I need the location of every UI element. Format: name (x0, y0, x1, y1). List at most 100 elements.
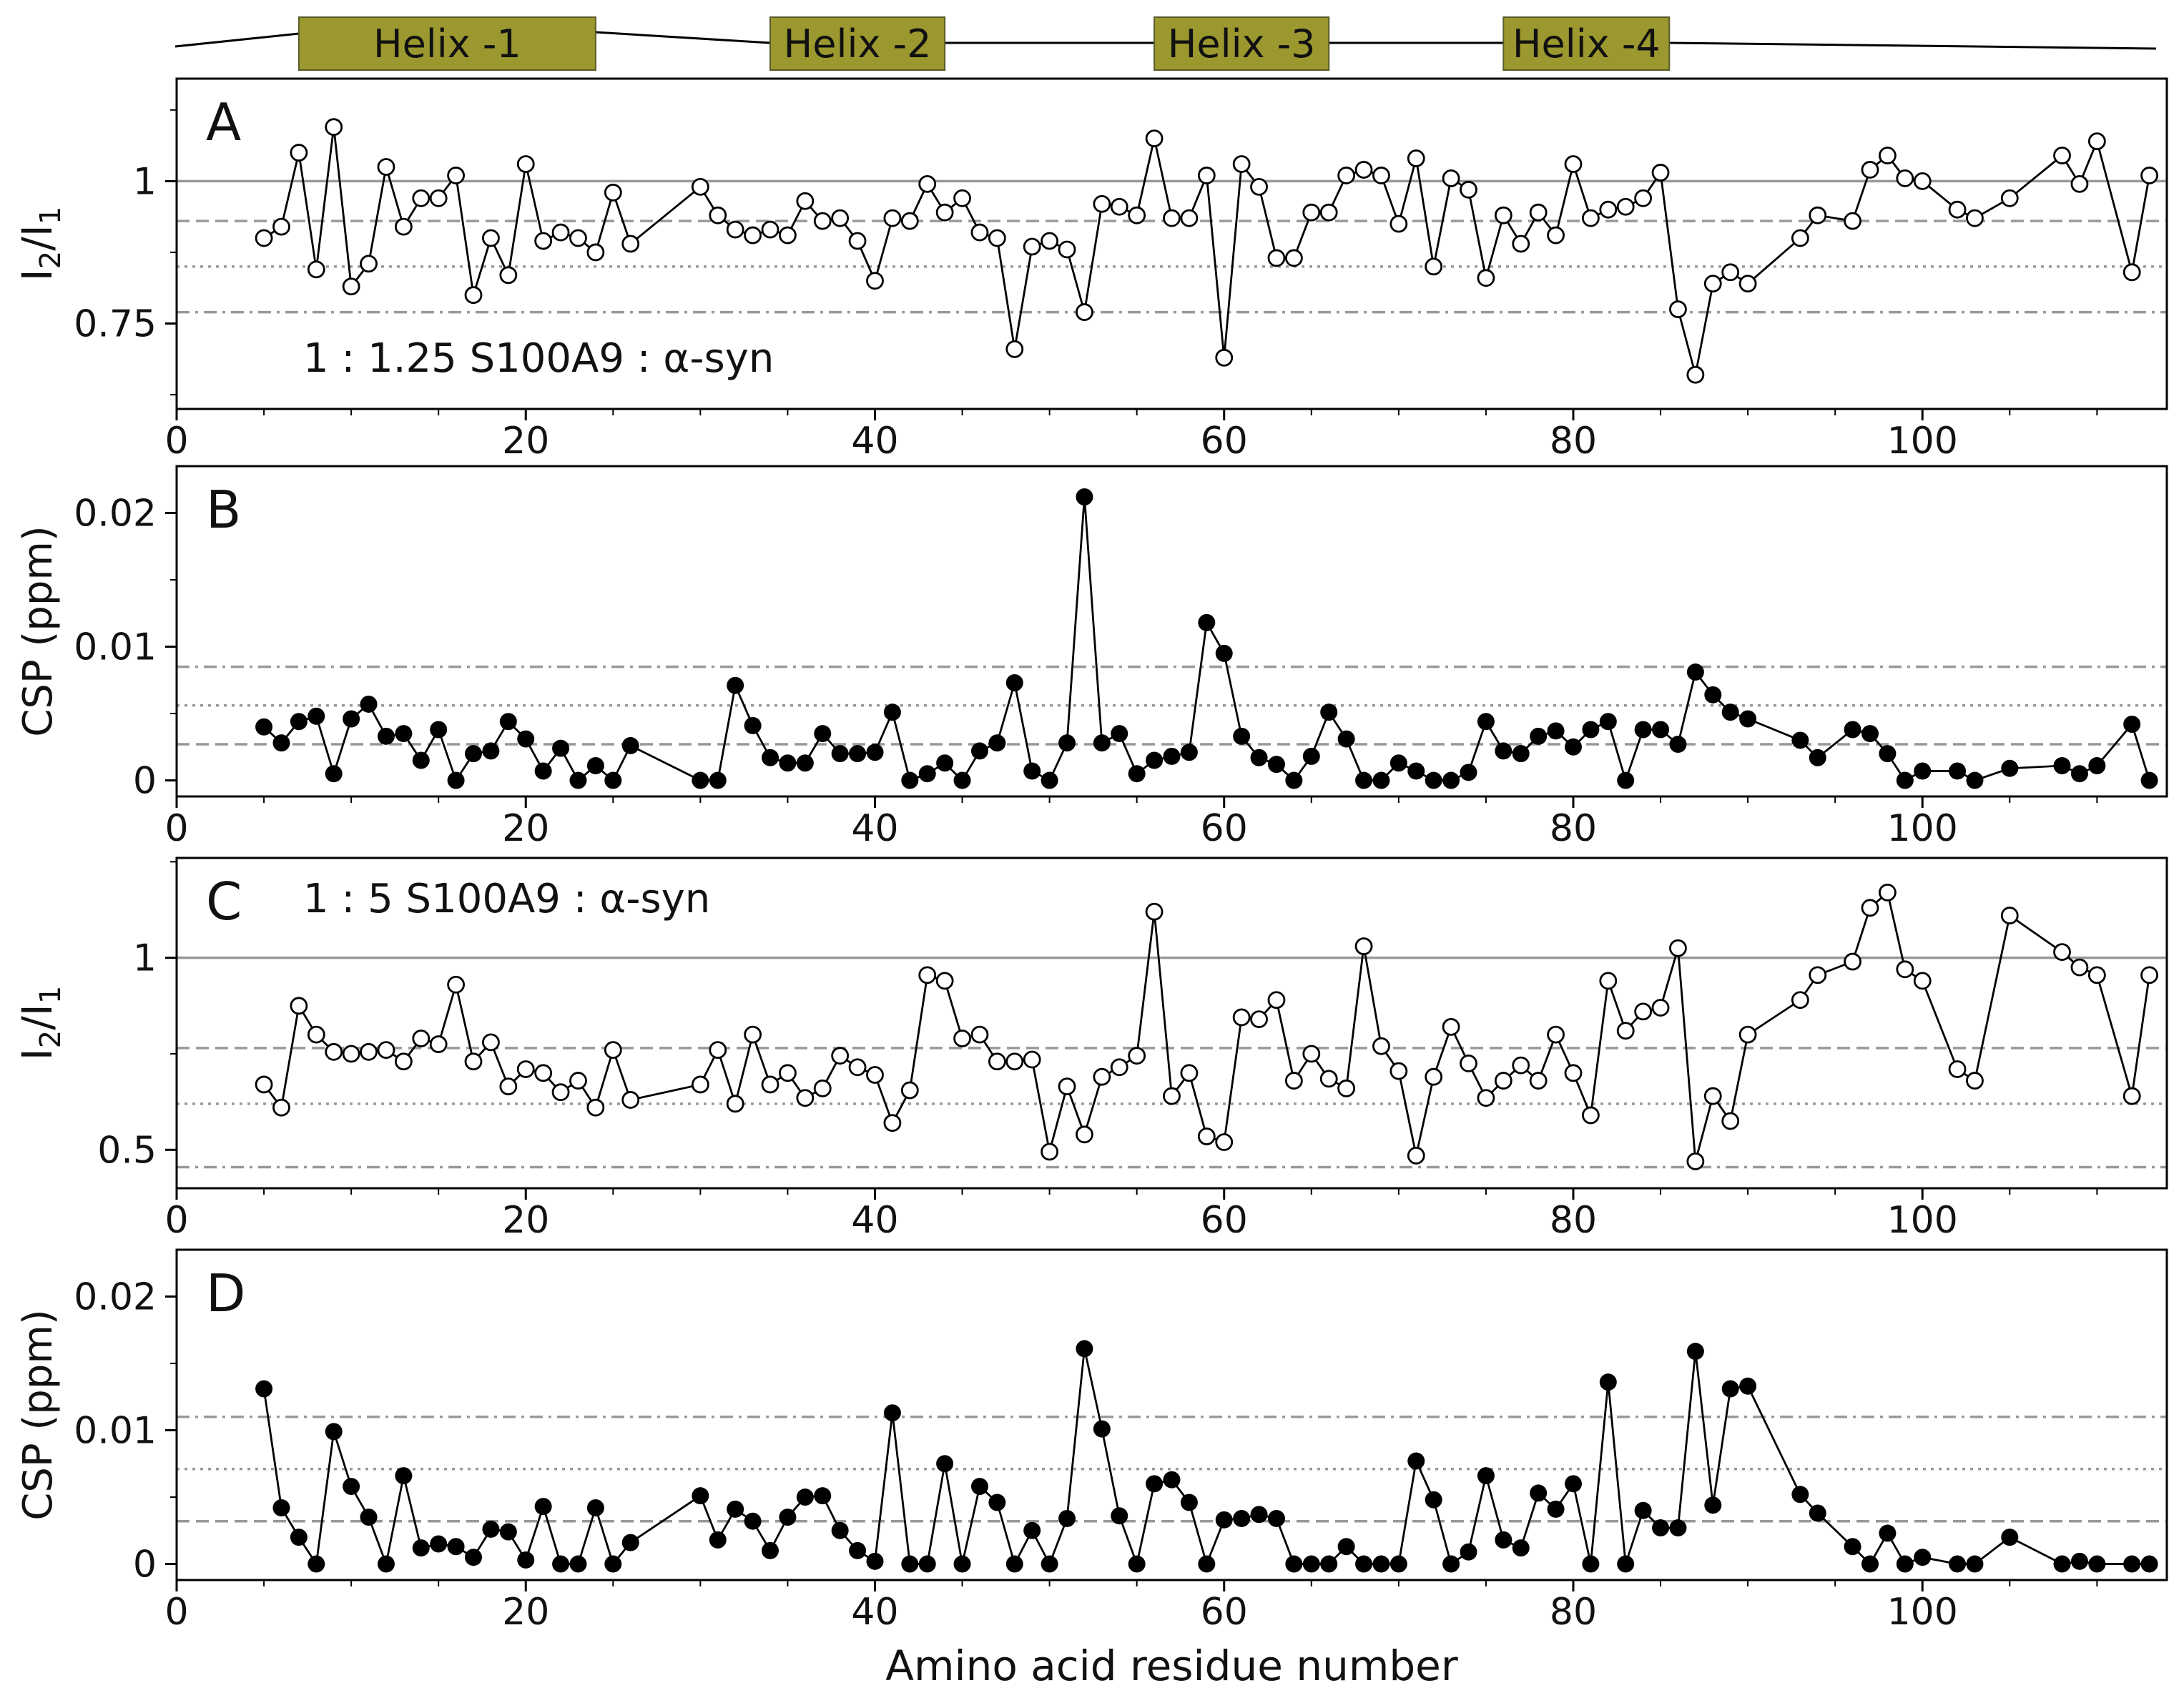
data-point (377, 727, 395, 745)
y-tick-label: 0 (133, 1544, 157, 1586)
data-point (360, 255, 378, 273)
data-point (691, 1075, 709, 1094)
data-point (1581, 1106, 1600, 1125)
data-point (1320, 704, 1338, 721)
data-point (866, 1066, 884, 1084)
data-point (1145, 129, 1164, 148)
data-point (412, 1539, 430, 1557)
data-point (1896, 169, 1914, 187)
data-point (1111, 725, 1128, 743)
data-point (1914, 762, 1932, 780)
panel-label: C (206, 872, 242, 932)
data-point (744, 1025, 762, 1044)
x-tick-label: 0 (164, 420, 188, 463)
data-point (866, 744, 884, 761)
data-point (901, 771, 919, 789)
data-point (953, 771, 971, 789)
data-point (1634, 1002, 1653, 1021)
data-point (709, 206, 727, 224)
data-point (762, 749, 779, 766)
data-point (447, 975, 465, 994)
x-tick-label: 100 (1887, 807, 1958, 850)
data-point (1564, 155, 1583, 173)
x-tick-label: 60 (1201, 420, 1248, 463)
data-point (395, 725, 413, 743)
helix-2-label: Helix -2 (784, 21, 932, 66)
data-point (534, 762, 552, 780)
data-point (1948, 200, 1967, 219)
data-point (1547, 722, 1565, 740)
data-point (1041, 232, 1059, 250)
data-point (1460, 1543, 1477, 1561)
data-point (1564, 1475, 1582, 1493)
data-point (918, 765, 936, 783)
helix-4-label: Helix -4 (1512, 21, 1661, 66)
data-point (1844, 952, 1861, 971)
data-point (1949, 1555, 1967, 1573)
data-point (1163, 1471, 1181, 1489)
data-point (325, 1423, 343, 1441)
data-point (1163, 747, 1181, 765)
data-point (900, 212, 919, 230)
ratio-annotation: 1 : 5 S100A9 : α-syn (303, 876, 710, 922)
data-point (2070, 174, 2089, 193)
data-point (1616, 197, 1635, 216)
data-point (2088, 1555, 2106, 1573)
data-point (2070, 1552, 2088, 1570)
data-point (1599, 713, 1617, 731)
data-point (2053, 943, 2071, 962)
data-point (1651, 164, 1670, 182)
data-point (1284, 1072, 1303, 1090)
data-point (1372, 1555, 1390, 1573)
data-point (604, 183, 622, 202)
data-point (1966, 209, 1984, 227)
y-tick-label: 0.5 (97, 1129, 157, 1172)
data-point (744, 716, 762, 734)
x-tick-label: 20 (502, 420, 549, 463)
data-point (814, 1487, 832, 1505)
plot-frame (175, 465, 2168, 798)
data-point (2122, 263, 2141, 282)
data-point (1879, 745, 1897, 763)
data-point (1948, 1060, 1967, 1078)
data-point (1669, 736, 1687, 754)
helix-1-label: Helix -1 (373, 21, 521, 66)
data-point (343, 710, 360, 728)
data-point (1669, 300, 1687, 319)
data-point (1896, 960, 1914, 979)
data-point (970, 742, 988, 760)
data-point (1005, 1052, 1024, 1071)
data-point (2001, 1529, 2019, 1546)
data-point (1372, 771, 1390, 789)
data-point (1128, 206, 1146, 224)
data-point (1232, 1008, 1251, 1027)
data-point (1844, 212, 1861, 230)
data-point (307, 1025, 325, 1044)
y-tick-label: 0.02 (74, 1275, 157, 1318)
data-point (1477, 269, 1495, 287)
x-tick-label: 40 (851, 807, 898, 850)
x-tick-label: 40 (851, 1199, 898, 1242)
data-point (290, 997, 308, 1015)
data-point (534, 1064, 553, 1082)
data-point (901, 1555, 919, 1573)
data-point (1355, 771, 1373, 789)
data-point (447, 771, 465, 789)
data-point (429, 1035, 448, 1053)
data-point (395, 1467, 413, 1485)
data-point (1163, 1087, 1181, 1105)
data-point (272, 1499, 290, 1516)
data-point (1738, 1025, 1757, 1044)
data-point (796, 1489, 814, 1506)
panel-a: 0 20 40 60 80 100 0.75 1 A 1 : 1.25 S100A9 : α-sy… (13, 77, 2168, 463)
data-point (429, 189, 448, 207)
data-point (621, 235, 640, 253)
data-point (1634, 721, 1652, 739)
data-point (1407, 762, 1425, 780)
data-point (1791, 1486, 1809, 1504)
x-tick-label: 60 (1201, 1199, 1248, 1242)
data-series-line (262, 1348, 2150, 1568)
data-point (866, 1552, 884, 1570)
data-point (464, 1052, 483, 1071)
y-tick-label: 1 (133, 160, 157, 203)
